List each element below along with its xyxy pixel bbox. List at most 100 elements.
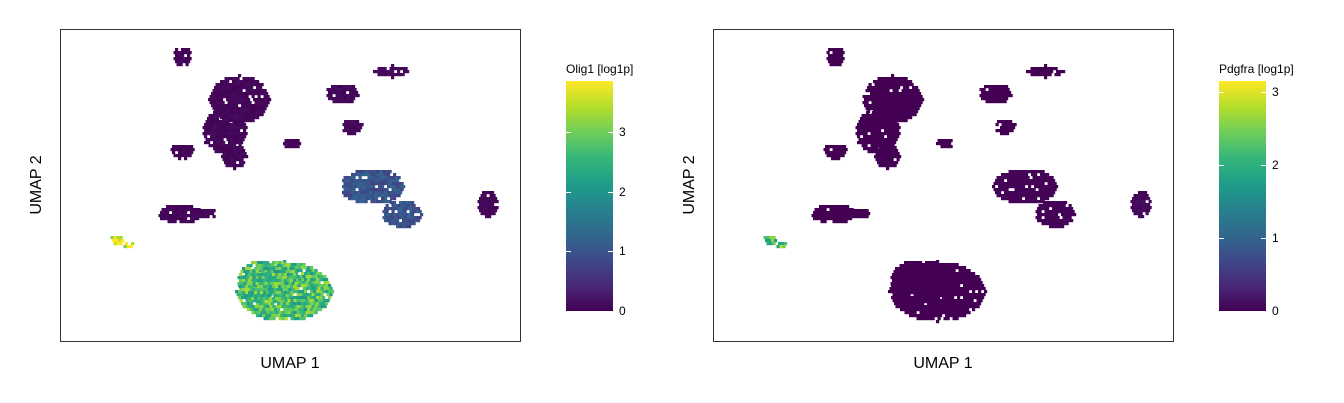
colorbar-tick-mark [1219, 311, 1224, 312]
hexbin-cell [811, 214, 815, 218]
hexbin-cell [908, 288, 912, 292]
colorbar-tick-label: 1 [1272, 230, 1279, 245]
hexbin-cell [254, 107, 258, 111]
hexbin-cell [234, 129, 238, 133]
hexbin-cell [266, 311, 270, 315]
hexbin-cell [287, 139, 291, 143]
hexbin-cell [252, 270, 256, 274]
hexbin-cell [978, 278, 982, 282]
hexbin-cell [907, 285, 911, 289]
hexbin-cell [904, 297, 908, 301]
hexbin-cell [901, 299, 905, 303]
hexbin-cell [1043, 185, 1047, 189]
hexbin-cell [307, 296, 311, 300]
hexbin-cell [369, 185, 373, 189]
hexbin-cell [924, 308, 928, 312]
hexbin-cell [226, 98, 230, 102]
hexbin-cell [223, 114, 227, 118]
hexbin-cell [838, 154, 842, 158]
hexbin-cell [885, 104, 889, 108]
hexbin-cell [932, 288, 936, 292]
hexbin-cell [881, 123, 885, 127]
hexbin-cell [372, 173, 376, 177]
hexbin-cell [248, 119, 252, 123]
hexbin-cell [166, 211, 170, 215]
hexbin-cell [1145, 206, 1149, 210]
hexbin-cell [235, 104, 239, 108]
hexbin-cell [908, 264, 912, 268]
hexbin-cell [917, 294, 921, 298]
hexbin-cell [866, 141, 870, 145]
hexbin-cell [420, 213, 424, 217]
hexbin-cell [916, 305, 920, 309]
hexbin-cell [1013, 191, 1017, 195]
hexbin-cell [236, 149, 240, 153]
hexbin-cell [226, 86, 230, 90]
hexbin-cell [293, 139, 297, 143]
hexbin-cell [883, 83, 887, 87]
hexbin-cell [911, 300, 915, 304]
hexbin-cell [920, 300, 924, 304]
hexbin-cell [883, 155, 887, 159]
hexbin-cell [235, 86, 239, 90]
hexbin-cell [831, 157, 835, 161]
hexbin-cell [1022, 191, 1026, 195]
hexbin-cell [492, 206, 496, 210]
hexbin-cell [296, 139, 300, 143]
hexbin-cell [1055, 185, 1059, 189]
hexbin-cell [244, 92, 248, 96]
hexbin-cell [272, 273, 276, 277]
hexbin-cell [876, 80, 880, 84]
hexbin-cell [131, 242, 135, 246]
hexbin-cell [891, 296, 895, 300]
hexbin-cell [967, 293, 971, 297]
hexbin-cell [293, 269, 297, 273]
hexbin-cell [240, 141, 244, 145]
hexbin-cell [1023, 182, 1027, 186]
hexbin-cell [293, 317, 297, 321]
hexbin-cell [390, 179, 394, 183]
hexbin-cell [363, 197, 367, 201]
hexbin-cell [982, 94, 986, 98]
hexbin-cell [385, 170, 389, 174]
hexbin-cell [347, 94, 351, 98]
hexbin-cell [916, 101, 920, 105]
hexbin-cell [369, 197, 373, 201]
hexbin-cell [893, 152, 897, 156]
hexbin-cell [278, 317, 282, 321]
hexbin-cell [901, 267, 905, 271]
hexbin-cell [237, 135, 241, 139]
hexbin-cell [890, 276, 894, 280]
hexbin-cell [891, 86, 895, 90]
hexbin-cell [325, 302, 329, 306]
hexbin-cell [1139, 194, 1143, 198]
hexbin-cell [323, 287, 327, 291]
hexbin-cell [1014, 176, 1018, 180]
hexbin-cell [299, 269, 303, 273]
hexbin-cell [914, 264, 918, 268]
hexbin-cell [264, 294, 268, 298]
hexbin-cell [885, 132, 889, 136]
hexbin-cell [328, 97, 332, 101]
hexbin-cell [940, 305, 944, 309]
hexbin-cell [400, 216, 404, 220]
hexbin-cell [919, 279, 923, 283]
hexbin-cell [1025, 197, 1029, 201]
hexbin-cell [878, 129, 882, 133]
hexbin-cell [228, 123, 232, 127]
hexbin-cell [254, 89, 258, 93]
hexbin-cell [299, 275, 303, 279]
hexbin-cell [380, 67, 384, 71]
hexbin-cell [1023, 200, 1027, 204]
hexbin-cell [381, 197, 385, 201]
hexbin-cell [334, 97, 338, 101]
hexbin-cell [907, 311, 911, 315]
hexbin-cell [216, 123, 220, 127]
hexbin-cell [302, 293, 306, 297]
hexbin-cell [408, 201, 412, 205]
hexbin-cell [232, 120, 236, 124]
hexbin-cell [299, 311, 303, 315]
hexbin-cell [914, 276, 918, 280]
hexbin-cell [923, 282, 927, 286]
hexbin-cell [298, 314, 302, 318]
